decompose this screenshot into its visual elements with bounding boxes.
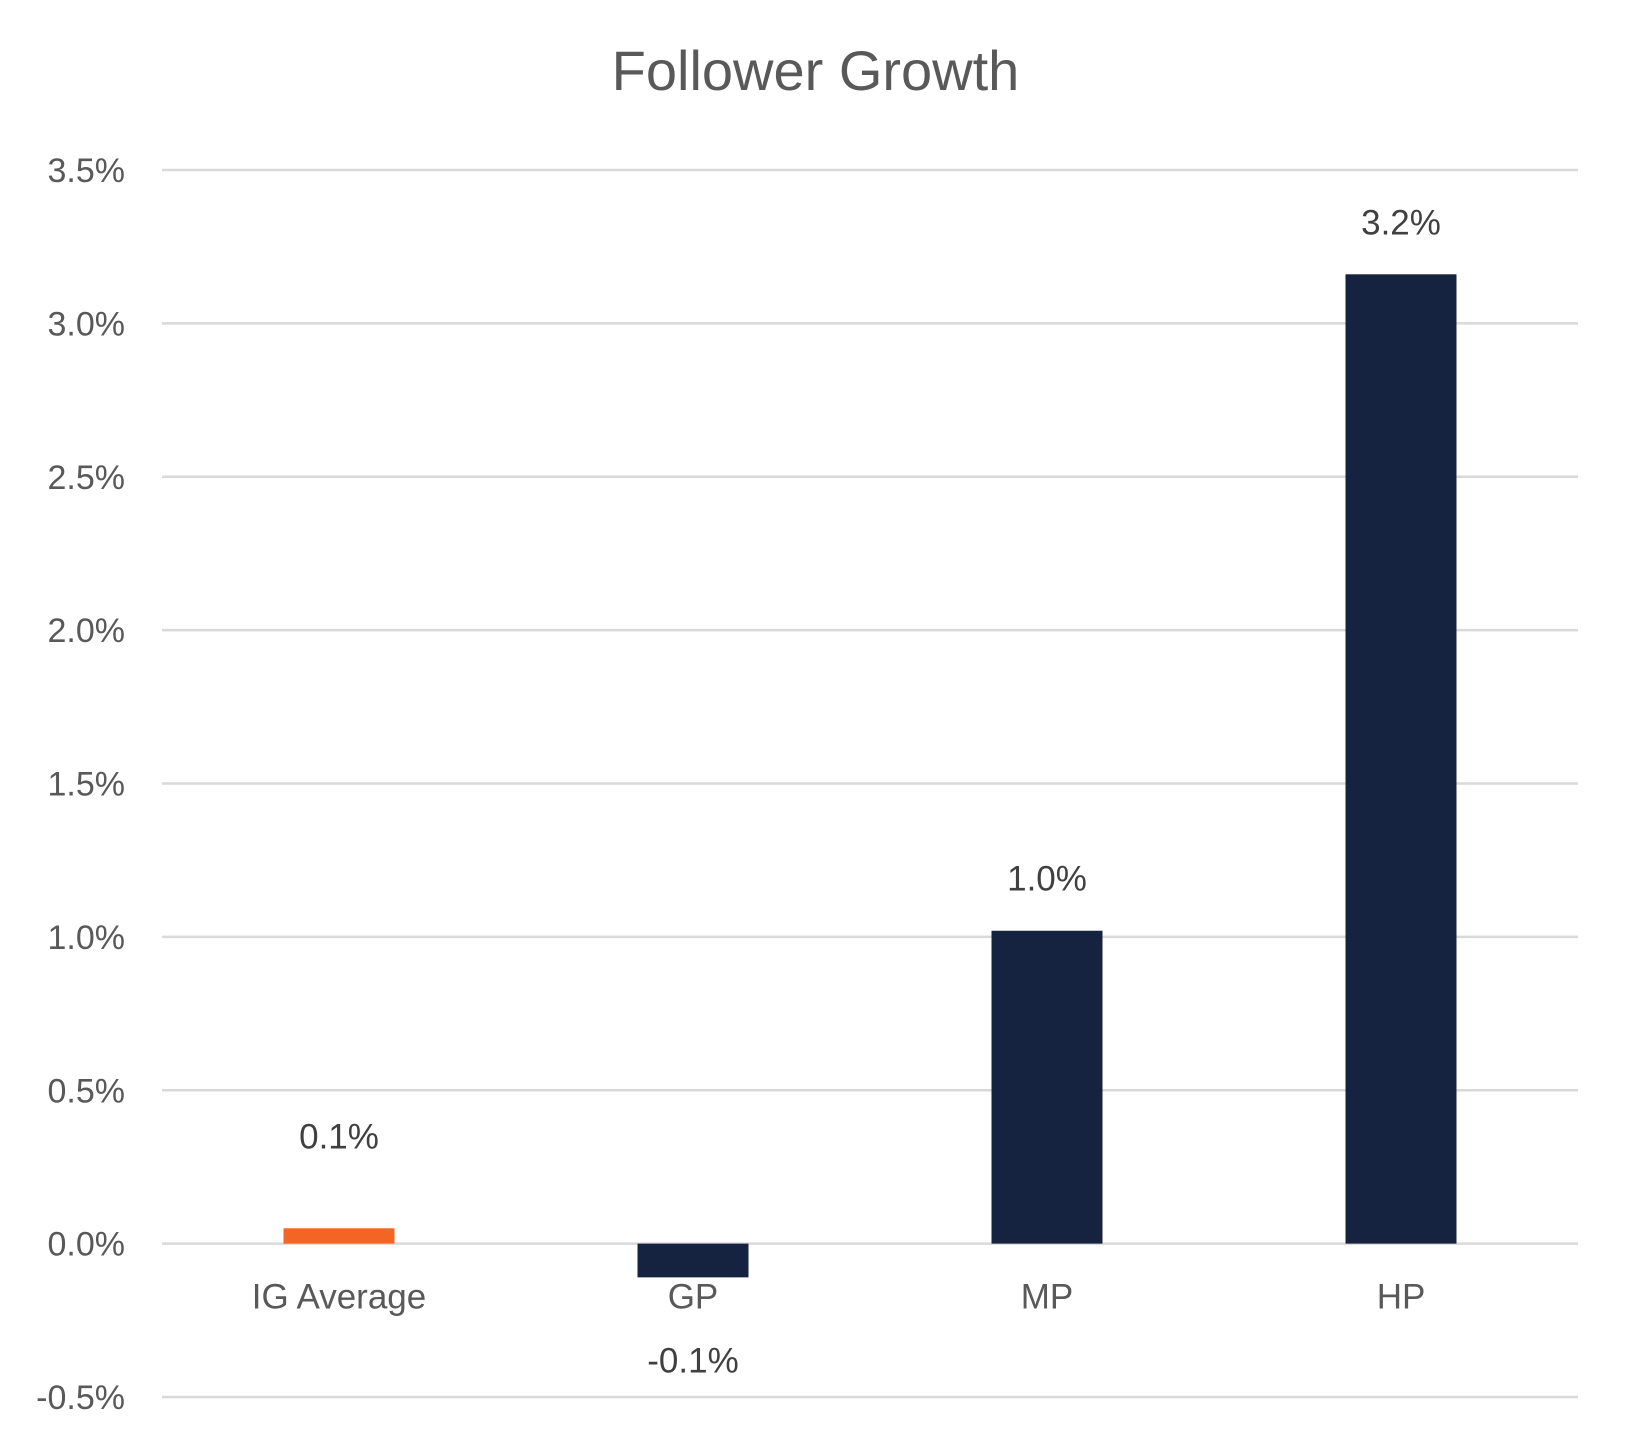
bars <box>283 274 1457 1278</box>
x-category-label: IG Average <box>252 1278 426 1317</box>
y-tick-label: -0.5% <box>36 1379 125 1417</box>
y-tick-label: 2.5% <box>48 459 126 497</box>
data-label: 1.0% <box>1007 860 1087 899</box>
data-label: -0.1% <box>647 1341 738 1380</box>
data-label: 0.1% <box>299 1117 379 1156</box>
y-tick-label: 3.5% <box>48 152 126 190</box>
y-tick-label: 0.5% <box>48 1072 126 1110</box>
chart-title: Follower Growth <box>611 39 1020 102</box>
y-axis-tick-labels: -0.5% 0.0% 0.5% 1.0% 1.5% 2.0% 2.5% 3.0% 3.5% <box>36 152 125 1417</box>
y-tick-label: 0.0% <box>48 1226 126 1264</box>
data-label: 3.2% <box>1361 203 1441 242</box>
y-tick-label: 2.0% <box>48 612 126 650</box>
bar-gp <box>637 1243 749 1278</box>
data-labels: 0.1% -0.1% 1.0% 3.2% <box>299 203 1441 1380</box>
gridlines <box>162 168 1578 1399</box>
x-category-label: HP <box>1377 1278 1426 1317</box>
bar-mp <box>991 930 1103 1244</box>
y-tick-label: 1.5% <box>48 766 126 804</box>
y-tick-label: 3.0% <box>48 305 126 343</box>
bar-hp <box>1345 274 1457 1244</box>
x-category-label: GP <box>668 1278 719 1317</box>
x-axis-category-labels: IG Average GP MP HP <box>252 1278 1426 1317</box>
x-category-label: MP <box>1021 1278 1074 1317</box>
y-tick-label: 1.0% <box>48 919 126 957</box>
bar-ig-average <box>283 1228 395 1244</box>
